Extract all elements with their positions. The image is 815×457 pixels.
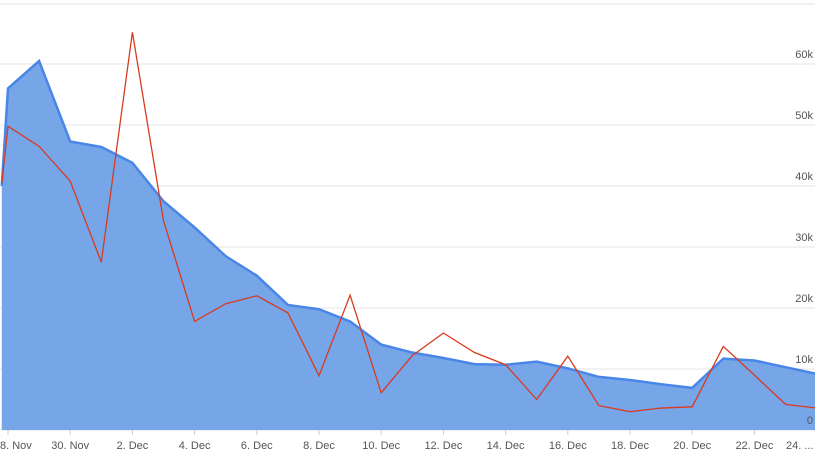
line-series [1,32,815,413]
x-tick-label: 24. ... [786,440,814,452]
y-tick-label: 60k [795,49,813,61]
area-fill [1,60,815,430]
red-line [1,32,815,413]
x-tick-label: 14. Dec [487,440,525,452]
x-tick-label: 20. Dec [673,440,711,452]
x-tick-label: 18. Dec [611,440,649,452]
x-tick-label: 12. Dec [424,440,462,452]
area-series [0,58,815,430]
area-line [0,58,815,390]
y-tick-label: 10k [795,354,813,366]
y-tick-label: 20k [795,293,813,305]
x-tick-label: 8. Nov [0,440,32,452]
x-tick-label: 4. Dec [179,440,211,452]
x-axis-ticks: 8. Nov 30. Nov 2. Dec 4. Dec 6. Dec 8. Dec 10.… [0,430,814,452]
x-tick-label: 8. Dec [303,440,335,452]
x-tick-label: 22. Dec [735,440,773,452]
y-tick-label: 40k [795,171,813,183]
y-axis-ticks: 0 10k 20k 30k 40k 50k 60k [795,49,813,427]
x-tick-label: 30. Nov [51,440,89,452]
x-tick-label: 6. Dec [241,440,273,452]
x-tick-label: 10. Dec [362,440,400,452]
x-tick-label: 2. Dec [117,440,149,452]
y-tick-label: 50k [795,110,813,122]
y-tick-label: 0 [807,415,813,427]
y-tick-label: 30k [795,232,813,244]
x-tick-label: 16. Dec [549,440,587,452]
